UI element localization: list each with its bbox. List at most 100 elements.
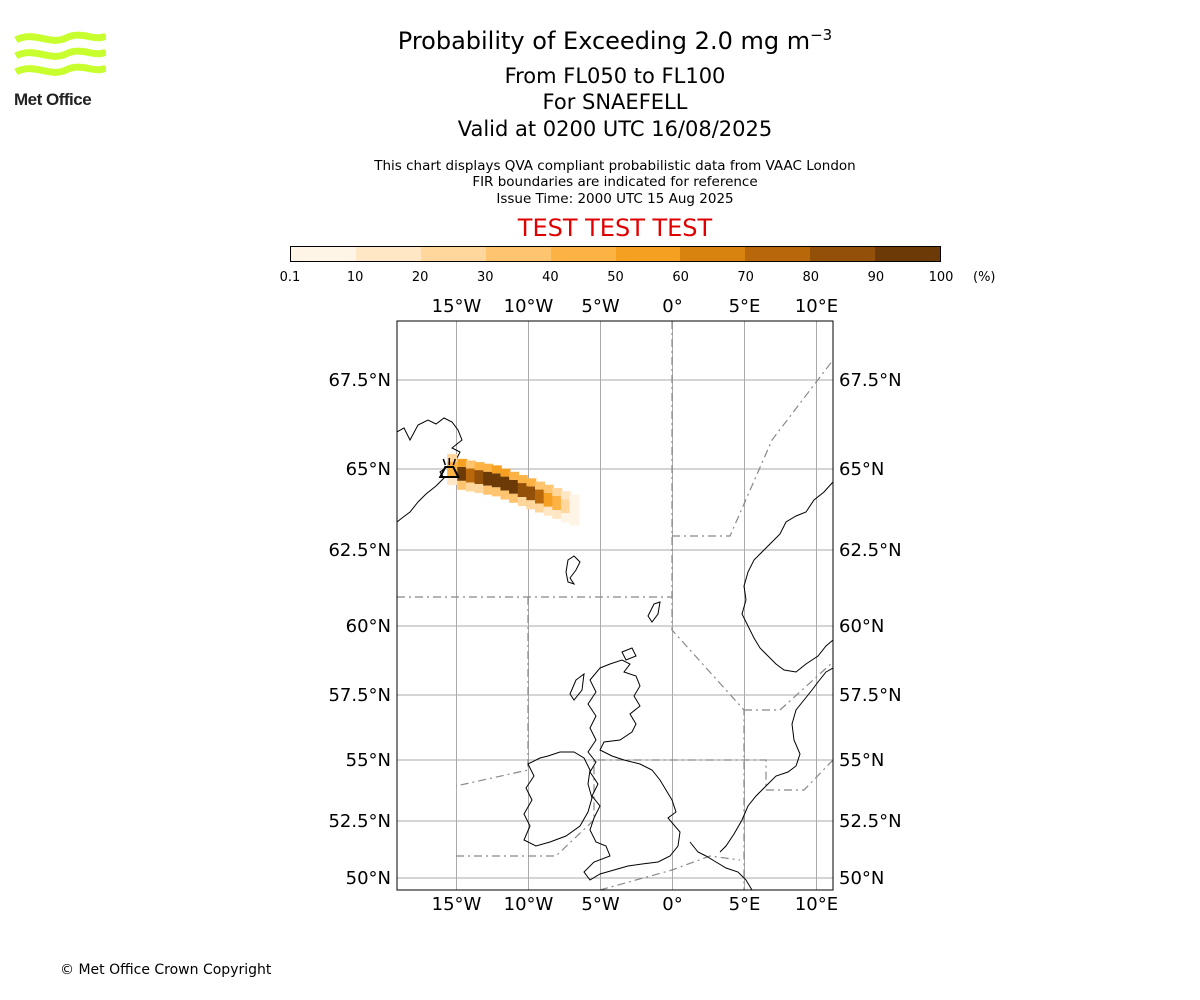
colorbar-segment xyxy=(615,247,681,261)
latitude-label: 67.5°N xyxy=(839,370,902,391)
plume-cell xyxy=(569,494,580,503)
plume-cell xyxy=(543,492,554,507)
colorbar-tick-label: 20 xyxy=(411,270,429,285)
chart-title: Probability of Exceeding 2.0 mg m−3 xyxy=(397,26,833,55)
plume-cell xyxy=(526,500,537,510)
plume-cell xyxy=(535,489,546,504)
colorbar-segment xyxy=(355,247,421,261)
test-banner: TEST TEST TEST xyxy=(517,214,713,242)
plume-cell xyxy=(447,454,458,462)
plume-cell xyxy=(535,503,546,513)
plume-cell xyxy=(526,478,537,487)
plume-cell xyxy=(509,471,520,480)
latitude-label: 67.5°N xyxy=(328,370,391,391)
colorbar-tick-label: 70 xyxy=(737,270,754,285)
plume-cell xyxy=(500,468,511,477)
longitude-label: 5°E xyxy=(729,296,761,317)
colorbar-segment xyxy=(745,247,811,261)
plume-cell xyxy=(569,516,580,526)
latitude-label: 52.5°N xyxy=(328,811,391,832)
valid-time: Valid at 0200 UTC 16/08/2025 xyxy=(457,117,773,141)
plume-cell xyxy=(500,490,511,500)
plume-cell xyxy=(447,462,458,476)
plume-cell xyxy=(552,496,563,511)
colorbar-segment xyxy=(875,247,941,261)
longitude-label: 0° xyxy=(662,894,682,915)
longitude-label: 15°W xyxy=(432,894,482,915)
graticule xyxy=(397,321,833,890)
longitude-label: 5°E xyxy=(729,894,761,915)
latitude-label: 57.5°N xyxy=(839,685,902,706)
volcano-cone xyxy=(438,466,460,478)
volcano-name: For SNAEFELL xyxy=(542,90,688,114)
plume-cell xyxy=(569,502,580,517)
latitude-label: 55°N xyxy=(346,750,391,771)
plume-cell xyxy=(543,506,554,516)
longitude-label: 10°E xyxy=(795,894,838,915)
latitude-label: 50°N xyxy=(346,868,391,889)
met-office-logo-icon xyxy=(14,31,106,76)
fir-boundary xyxy=(455,597,529,787)
colorbar-tick-label: 100 xyxy=(928,270,954,285)
plume-cell xyxy=(517,475,528,484)
latitude-label: 62.5°N xyxy=(839,540,902,561)
colorbar-segment xyxy=(485,247,551,261)
plume-cell xyxy=(517,497,528,507)
latitude-label: 65°N xyxy=(346,459,391,480)
note-qva: This chart displays QVA compliant probab… xyxy=(374,158,856,174)
colorbar-segment xyxy=(550,247,616,261)
note-issue-time: Issue Time: 2000 UTC 15 Aug 2025 xyxy=(496,191,734,207)
plume-cell xyxy=(517,483,528,498)
flight-level-range: From FL050 to FL100 xyxy=(504,64,726,88)
longitude-label: 15°W xyxy=(432,296,482,317)
colorbar-tick-label: 40 xyxy=(542,270,559,285)
colorbar-tick-label: 10 xyxy=(346,270,364,285)
coastline xyxy=(719,667,833,853)
coastline xyxy=(647,601,661,623)
coastline xyxy=(689,841,753,890)
volcano-plume-lines xyxy=(442,458,457,466)
coastline xyxy=(565,555,581,585)
latitude-label: 60°N xyxy=(839,616,884,637)
plume-cell xyxy=(457,458,468,467)
plume-cell xyxy=(474,462,485,471)
plume-cell xyxy=(465,482,476,492)
coastline xyxy=(569,672,585,701)
map-frame xyxy=(396,320,834,891)
colorbar-tick-label: 50 xyxy=(607,270,624,285)
plume-cell xyxy=(483,463,494,472)
fir-boundary xyxy=(599,855,741,890)
plume-cell xyxy=(509,479,520,494)
coastline xyxy=(741,481,833,673)
plume-cell xyxy=(491,465,502,474)
probability-colorbar xyxy=(290,246,941,262)
plume-cell xyxy=(465,460,476,469)
plume-cell xyxy=(457,466,468,481)
plume-cell xyxy=(509,493,520,503)
fir-boundary xyxy=(456,759,767,857)
colorbar-tick-label: 90 xyxy=(867,270,885,285)
longitude-label: 10°W xyxy=(504,894,554,915)
fir-boundary xyxy=(766,759,833,791)
plume-cell xyxy=(483,471,494,486)
plume-cell xyxy=(535,481,546,490)
copyright-notice: © Met Office Crown Copyright xyxy=(60,962,272,978)
longitude-label: 0° xyxy=(662,296,682,317)
latitude-label: 60°N xyxy=(346,616,391,637)
coastline xyxy=(523,751,593,847)
plume-cell xyxy=(491,487,502,497)
note-fir: FIR boundaries are indicated for referen… xyxy=(472,174,758,190)
plume-cell xyxy=(552,488,563,497)
volcano-icon xyxy=(438,458,460,478)
plume-cell xyxy=(474,470,485,485)
plume-cell xyxy=(500,476,511,491)
fir-boundary xyxy=(744,661,833,711)
colorbar-tick-label: 30 xyxy=(477,270,494,285)
latitude-label: 55°N xyxy=(839,750,884,771)
colorbar-tick-label: 60 xyxy=(672,270,689,285)
colorbar-unit: (%) xyxy=(973,270,996,285)
coastline xyxy=(621,647,637,661)
plume-cell xyxy=(560,499,571,514)
colorbar-segment xyxy=(420,247,486,261)
